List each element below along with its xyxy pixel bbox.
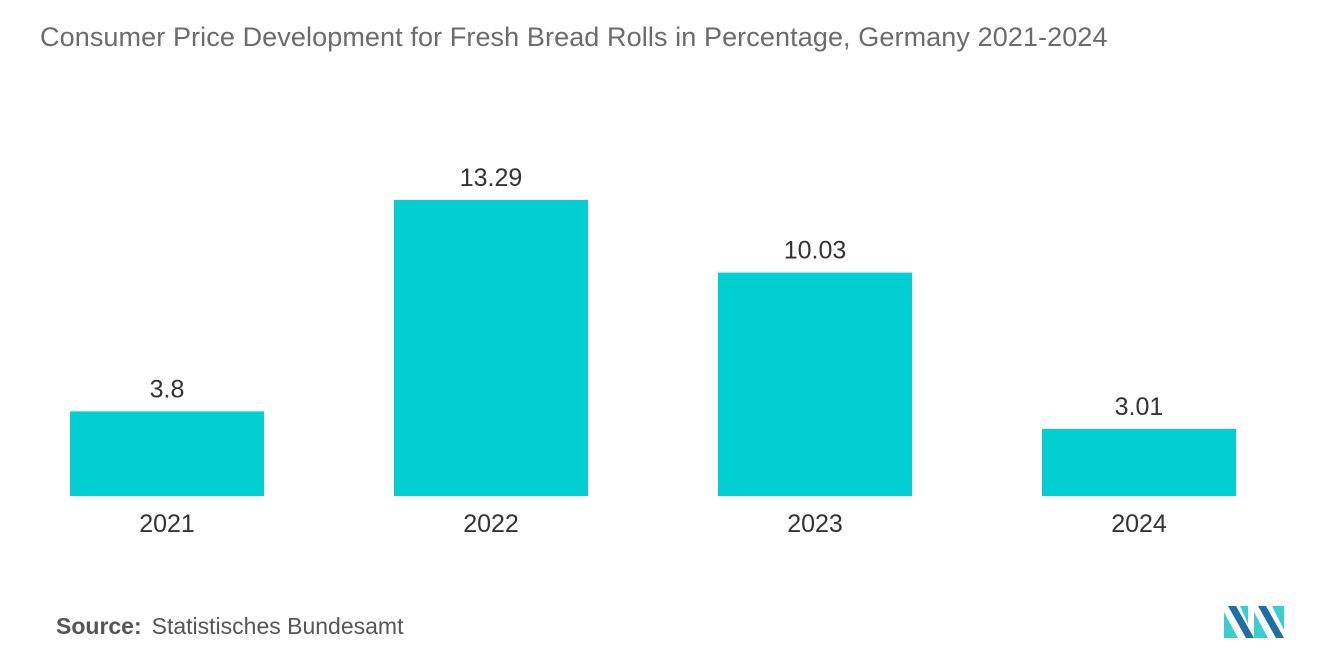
source-text: Statistisches Bundesamt: [151, 613, 404, 639]
chart-title: Consumer Price Development for Fresh Bre…: [40, 22, 1108, 52]
bar-2024: [1042, 428, 1236, 496]
data-label-2024: 3.01: [1115, 393, 1164, 421]
source-note: Source: Statistisches Bundesamt: [56, 613, 403, 640]
source-label: Source:: [56, 613, 142, 639]
data-label-2022: 13.29: [460, 164, 523, 192]
x-tick-label-2023: 2023: [787, 510, 843, 538]
x-tick-label-2024: 2024: [1111, 510, 1167, 538]
data-label-2023: 10.03: [784, 237, 847, 265]
x-tick-label-2022: 2022: [463, 510, 519, 538]
x-tick-label-2021: 2021: [139, 510, 195, 538]
data-label-2021: 3.8: [150, 375, 185, 403]
bar-2021: [70, 411, 264, 496]
bar-2023: [718, 272, 912, 496]
bar-2022: [394, 200, 588, 496]
bar-chart: 3.8 2021 13.29 2022 10.03 2023 3.01 2024: [70, 164, 1236, 538]
mordor-intelligence-logo-icon: [1224, 606, 1284, 638]
